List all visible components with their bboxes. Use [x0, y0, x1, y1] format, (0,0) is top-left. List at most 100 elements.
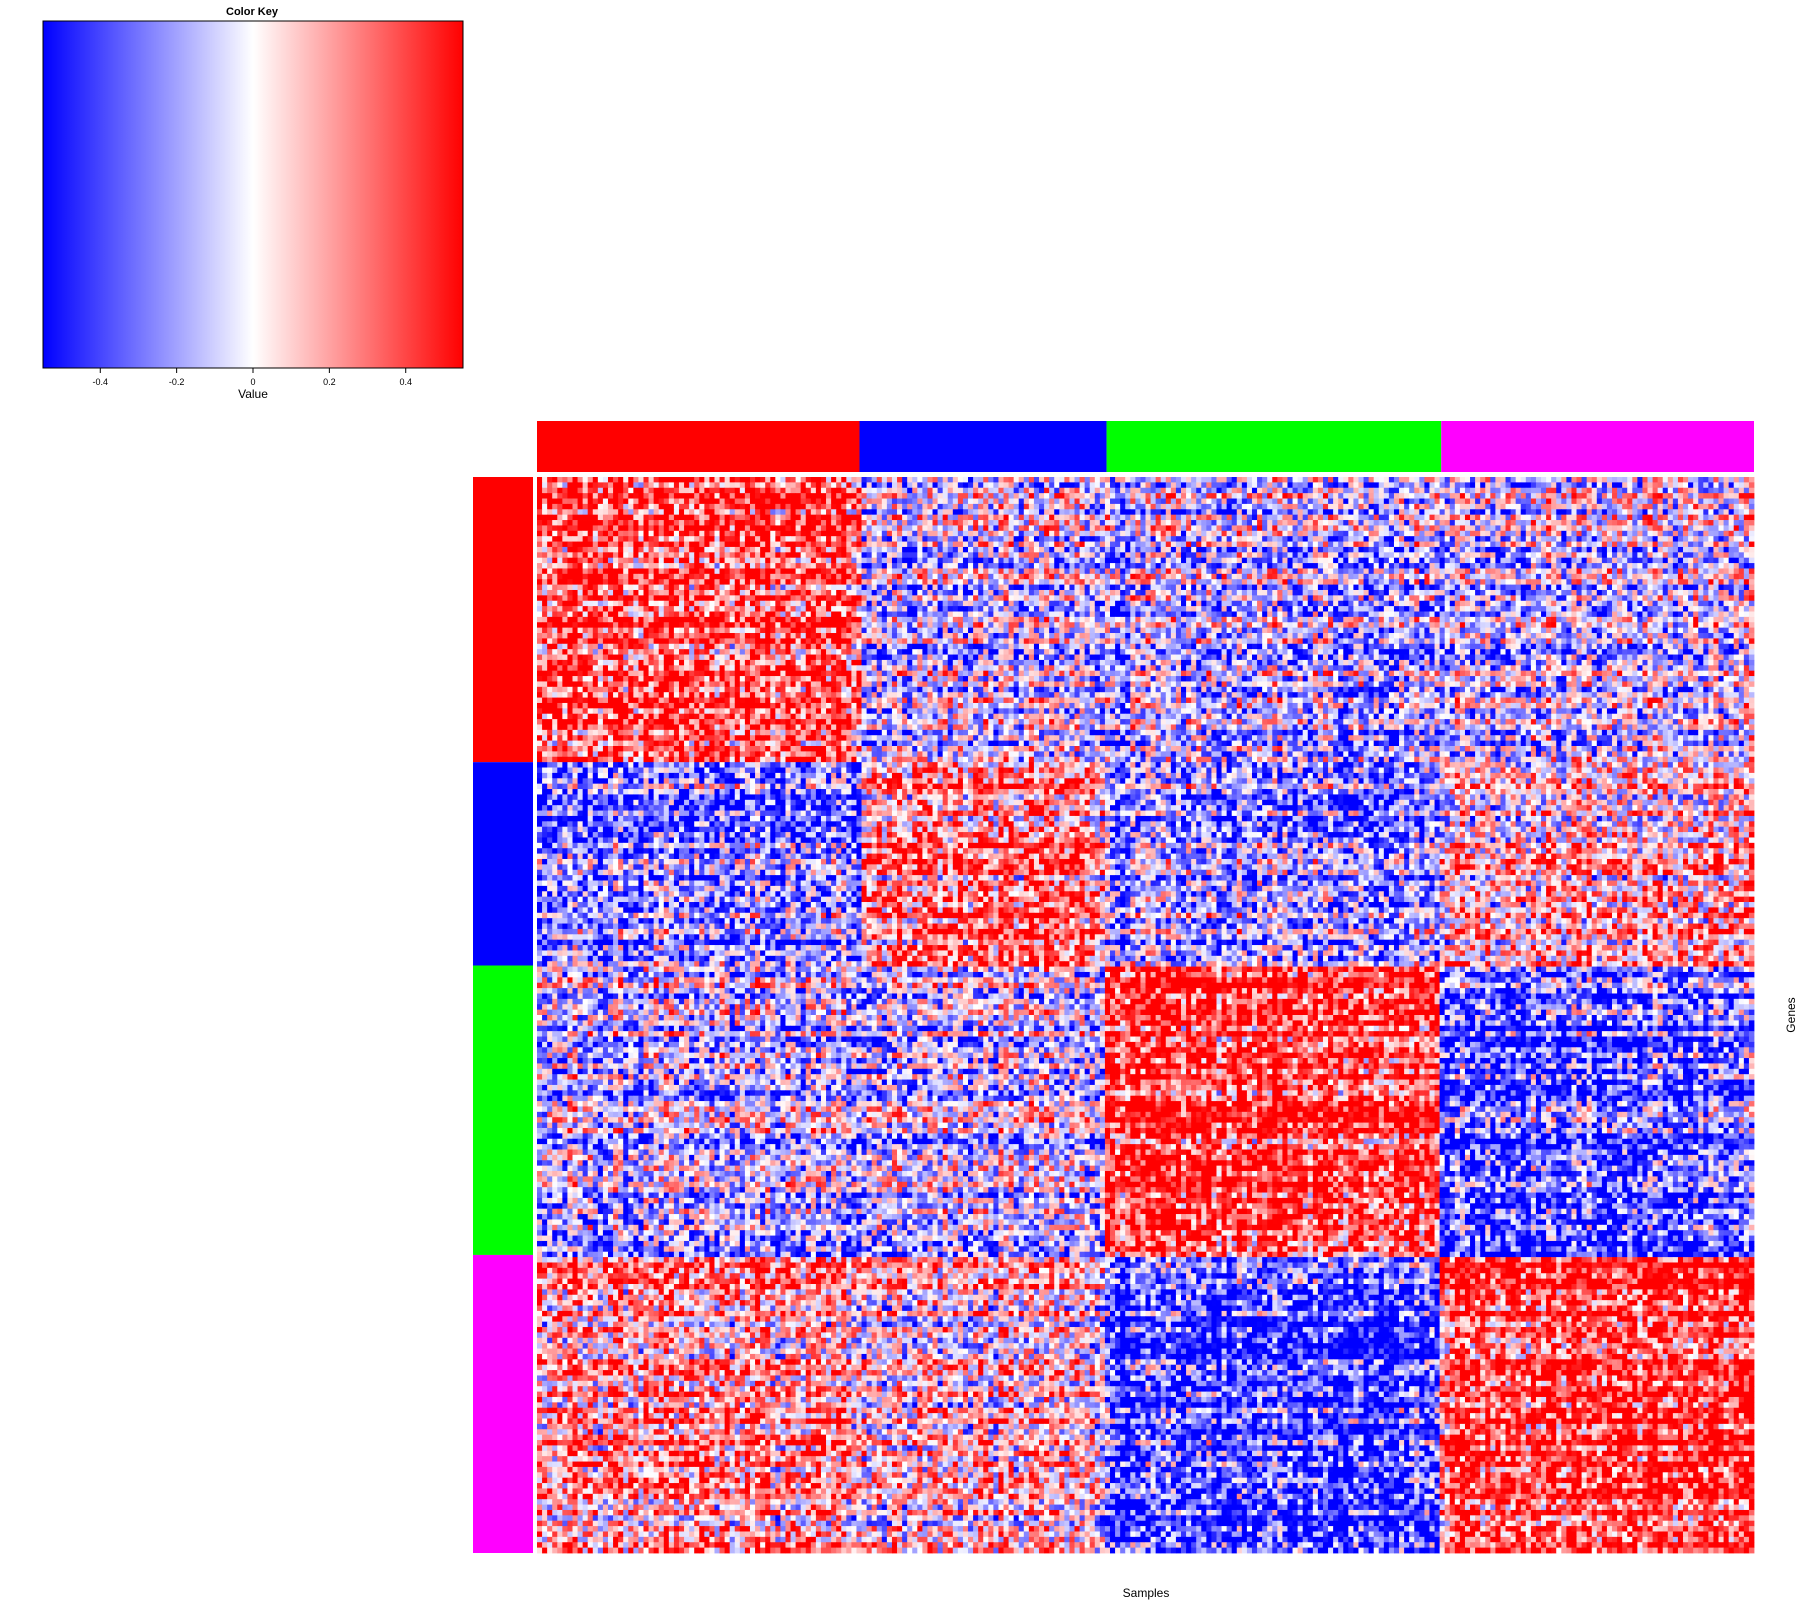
heatmap-cell [988, 477, 993, 483]
heatmap-cell [1227, 482, 1232, 488]
heatmap-cell [1713, 525, 1718, 531]
heatmap-cell [1708, 488, 1713, 494]
heatmap-cell [1607, 482, 1612, 488]
heatmap-cell [633, 504, 638, 510]
heatmap-cell [1648, 509, 1653, 515]
heatmap-cell [1140, 509, 1145, 515]
heatmap-cell [927, 509, 932, 515]
heatmap-cell [654, 520, 659, 526]
heatmap-cell [725, 488, 730, 494]
heatmap-cell [1724, 493, 1729, 499]
heatmap-cell [704, 525, 709, 531]
heatmap-cell [1085, 509, 1090, 515]
heatmap-cell [917, 482, 922, 488]
heatmap-cell [826, 488, 831, 494]
heatmap-cell [1125, 488, 1130, 494]
heatmap-cell [740, 482, 745, 488]
heatmap-cell [1242, 509, 1247, 515]
heatmap-cell [958, 482, 963, 488]
heatmap-cell [1257, 509, 1262, 515]
heatmap-cell [1059, 525, 1064, 531]
heatmap-cell [669, 482, 674, 488]
heatmap-cell [1156, 525, 1161, 531]
heatmap-cell [1161, 504, 1166, 510]
heatmap-cell [1303, 515, 1308, 521]
heatmap-cell [1333, 515, 1338, 521]
heatmap-cell [841, 493, 846, 499]
heatmap-cell [1658, 515, 1663, 521]
heatmap-cell [1196, 493, 1201, 499]
heatmap-cell [1338, 499, 1343, 505]
heatmap-cell [1019, 493, 1024, 499]
heatmap-cell [765, 482, 770, 488]
heatmap-cell [862, 493, 867, 499]
heatmap-cell [1495, 509, 1500, 515]
heatmap-cell [1242, 493, 1247, 499]
heatmap-cell [1653, 515, 1658, 521]
heatmap-cell [1678, 509, 1683, 515]
heatmap-cell [1176, 499, 1181, 505]
heatmap-cell [1201, 509, 1206, 515]
heatmap-cell [1151, 499, 1156, 505]
heatmap-cell [1196, 504, 1201, 510]
heatmap-cell [720, 499, 725, 505]
heatmap-cell [674, 499, 679, 505]
heatmap-cell [1688, 493, 1693, 499]
heatmap-cell [1237, 482, 1242, 488]
heatmap-cell [588, 477, 593, 483]
heatmap-cell [933, 493, 938, 499]
heatmap-cell [1009, 520, 1014, 526]
heatmap-cell [983, 477, 988, 483]
heatmap-cell [760, 477, 765, 483]
heatmap-cell [1039, 499, 1044, 505]
heatmap-cell [846, 525, 851, 531]
heatmap-cell [1156, 493, 1161, 499]
heatmap-cell [948, 525, 953, 531]
heatmap-cell [1166, 525, 1171, 531]
heatmap-cell [1328, 509, 1333, 515]
heatmap-cell [1724, 504, 1729, 510]
heatmap-cell [791, 509, 796, 515]
heatmap-cell [1455, 482, 1460, 488]
heatmap-cell [567, 515, 572, 521]
heatmap-cell [993, 515, 998, 521]
heatmap-cell [922, 509, 927, 515]
heatmap-cell [1566, 488, 1571, 494]
heatmap-cell [1414, 499, 1419, 505]
heatmap-cell [907, 499, 912, 505]
heatmap-cell [765, 525, 770, 531]
heatmap-cell [1100, 509, 1105, 515]
heatmap-cell [1495, 504, 1500, 510]
heatmap-cell [1480, 488, 1485, 494]
heatmap-cell [1211, 488, 1216, 494]
heatmap-cell [659, 488, 664, 494]
heatmap-cell [1232, 525, 1237, 531]
heatmap-cell [588, 499, 593, 505]
heatmap-cell [1485, 509, 1490, 515]
heatmap-cell [1201, 525, 1206, 531]
heatmap-cell [1090, 509, 1095, 515]
heatmap-cell [567, 482, 572, 488]
heatmap-cell [1282, 525, 1287, 531]
heatmap-cell [588, 493, 593, 499]
heatmap-cell [933, 504, 938, 510]
heatmap-cell [983, 493, 988, 499]
heatmap-cell [547, 509, 552, 515]
heatmap-cell [1085, 520, 1090, 526]
heatmap-cell [953, 488, 958, 494]
heatmap-cell [1678, 525, 1683, 531]
heatmap-cell [623, 525, 628, 531]
heatmap-cell [902, 504, 907, 510]
heatmap-cell [887, 477, 892, 483]
heatmap-cell [1054, 525, 1059, 531]
heatmap-cell [877, 504, 882, 510]
heatmap-cell [1125, 525, 1130, 531]
heatmap-cell [1257, 493, 1262, 499]
heatmap-cell [1054, 499, 1059, 505]
heatmap-cell [714, 493, 719, 499]
heatmap-cell [1323, 520, 1328, 526]
heatmap-cell [725, 509, 730, 515]
heatmap-cell [1602, 499, 1607, 505]
heatmap-cell [948, 493, 953, 499]
heatmap-cell [1698, 477, 1703, 483]
